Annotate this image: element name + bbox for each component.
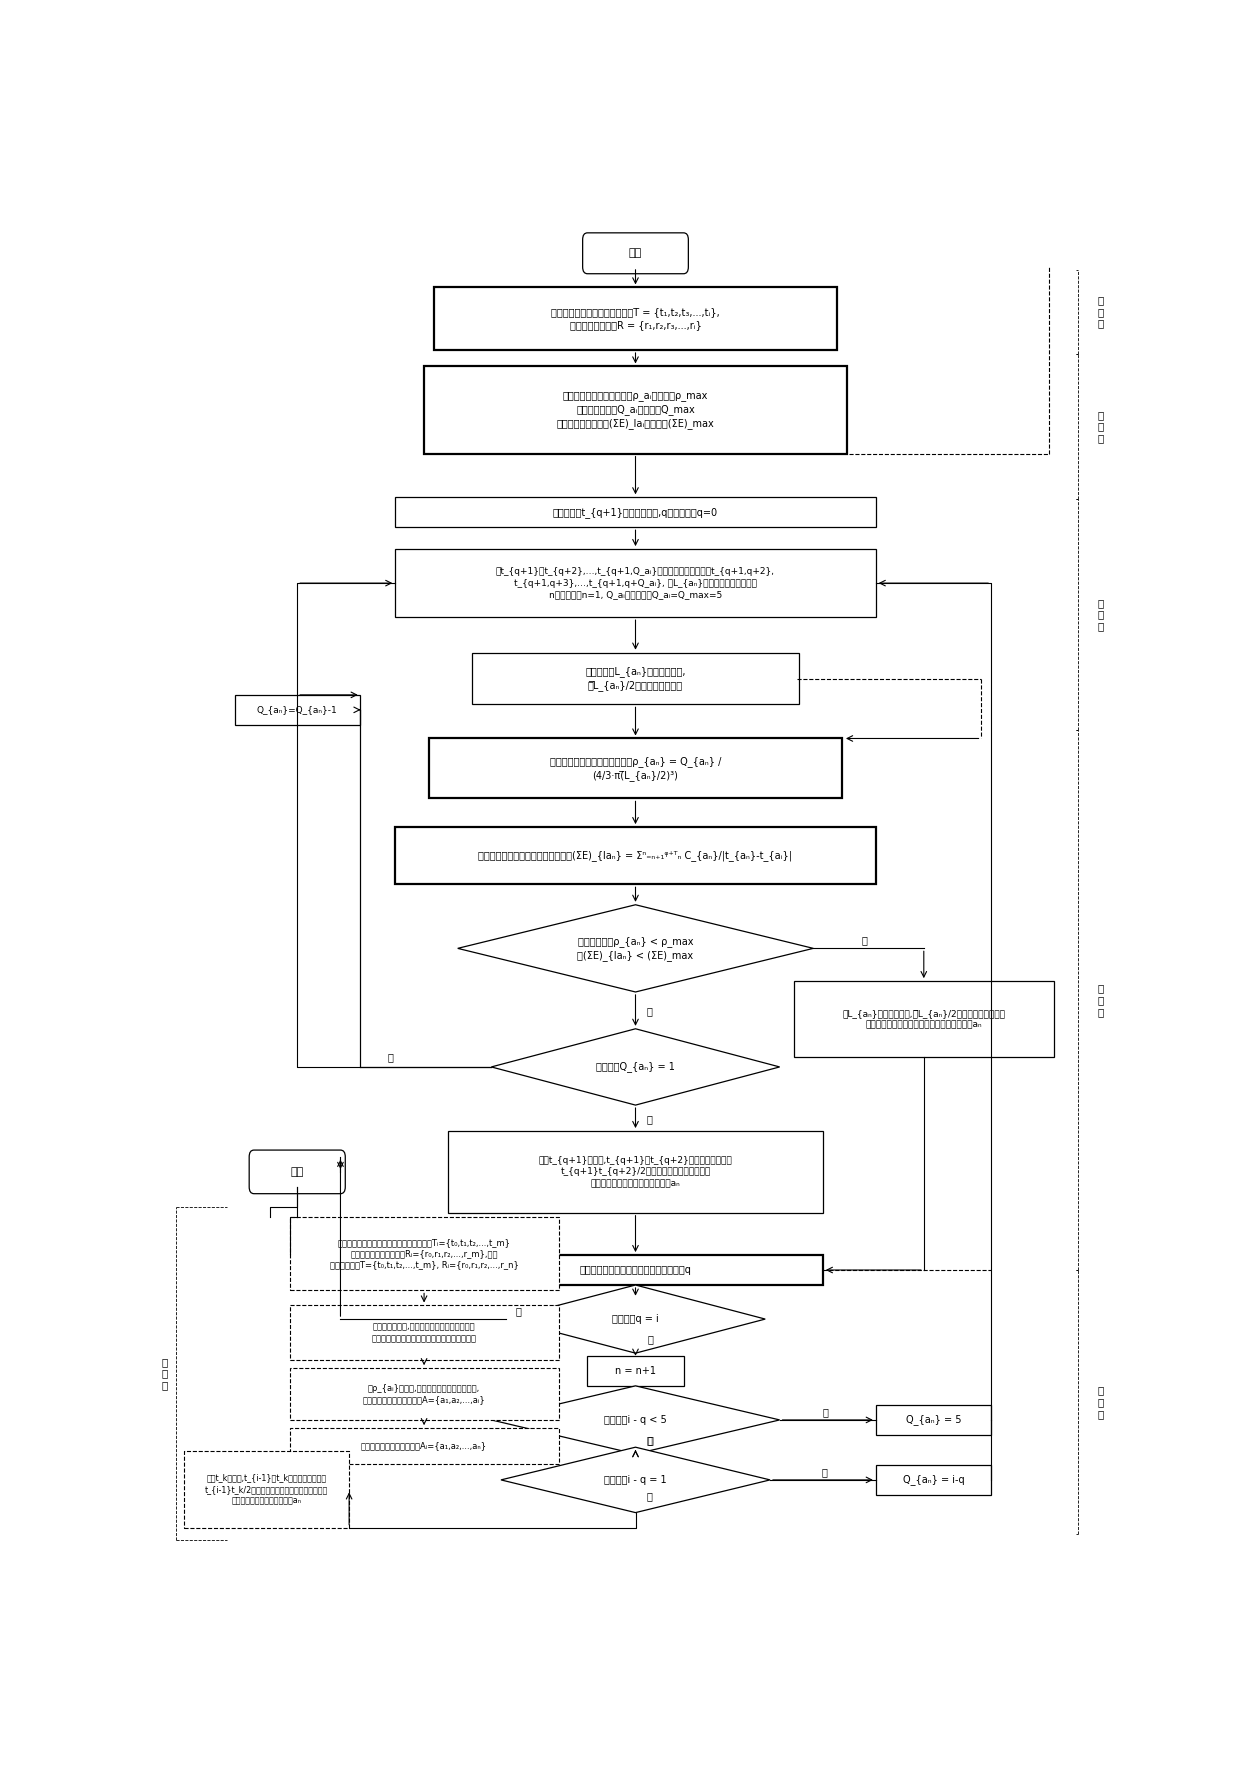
- Bar: [448, 1131, 823, 1212]
- Text: 输入正畸弓丝曲线弯制点信息集T = {t₁,t₂,t₃,...,tᵢ},
机器人运动信息集R = {r₁,r₂,r₃,...,rᵢ}: 输入正畸弓丝曲线弯制点信息集T = {t₁,t₂,t₃,...,tᵢ}, 机器人…: [551, 308, 720, 331]
- Text: 是: 是: [647, 1492, 652, 1501]
- Text: 否: 否: [822, 1467, 828, 1476]
- Text: 是: 是: [516, 1306, 521, 1315]
- Text: 分别得到排除正畸弓丝曲线弯制点坐标矩阵Tᵢ={t₀,t₁,t₂,...,t_m}
和机器人运动降序信息集Rᵢ={r₀,r₁,r₂,...,r_m},输出
最终弯: 分别得到排除正畸弓丝曲线弯制点坐标矩阵Tᵢ={t₀,t₁,t₂,...,t_m}…: [330, 1237, 518, 1269]
- Bar: [875, 1466, 991, 1496]
- Text: 步
骤
六: 步 骤 六: [161, 1358, 167, 1389]
- Bar: [184, 1451, 350, 1528]
- Bar: [396, 497, 875, 527]
- Bar: [290, 1216, 559, 1290]
- Text: 步
骤
四: 步 骤 四: [1097, 984, 1104, 1016]
- Polygon shape: [506, 1285, 765, 1352]
- Bar: [290, 1428, 559, 1464]
- Polygon shape: [491, 1386, 780, 1453]
- Text: 判断是否q = i: 判断是否q = i: [613, 1313, 658, 1324]
- Polygon shape: [458, 904, 813, 991]
- Text: Q_{aₙ} = i-q: Q_{aₙ} = i-q: [903, 1474, 965, 1485]
- Bar: [472, 653, 799, 704]
- Text: 步
骤
二: 步 骤 二: [1097, 411, 1104, 442]
- Text: 将以t_k为球心,t_{i-1}与t_k之间直线距离一半
t_{i-1}t_k/2为半径生成的包含正畸弓丝曲线段的
划分球域定义为合理弯制球域aₙ: 将以t_k为球心,t_{i-1}与t_k之间直线距离一半 t_{i-1}t_k/…: [205, 1473, 329, 1506]
- Bar: [290, 1368, 559, 1420]
- FancyBboxPatch shape: [583, 234, 688, 274]
- FancyBboxPatch shape: [249, 1150, 345, 1193]
- Text: 否: 否: [388, 1053, 393, 1062]
- Text: 计算划分球域的球域弯制点密度ρ_{aₙ} = Q_{aₙ} /
(4/3·π(̅L_{aₙ}/2)³): 计算划分球域的球域弯制点密度ρ_{aₙ} = Q_{aₙ} / (4/3·π(̅…: [549, 756, 722, 781]
- Text: 步
骤
一: 步 骤 一: [1097, 296, 1104, 329]
- Text: 是: 是: [862, 935, 867, 945]
- Text: 步
骤
三: 步 骤 三: [1097, 598, 1104, 632]
- Bar: [434, 287, 837, 350]
- Bar: [290, 1306, 559, 1359]
- Text: 生成以线段L_{aₙ}的中点为球心,
以̅L_{aₙ}/2为半径的划分球域: 生成以线段L_{aₙ}的中点为球心, 以̅L_{aₙ}/2为半径的划分球域: [585, 666, 686, 690]
- Text: 计算划分球域的球域弯制点角距比和(ΣE)_{laₙ} = Σⁿ₌ₙ₊₁ᵠ⁺ᵀₙ C_{aₙ}/|t_{aₙ}-t_{aᵢ}|: 计算划分球域的球域弯制点角距比和(ΣE)_{laₙ} = Σⁿ₌ₙ₊₁ᵠ⁺ᵀₙ …: [479, 850, 792, 862]
- Text: 设定球域的球域弯制点密度ρ_aᵢ的上限值ρ_max
球域弯制点个数Q_aᵢ的上限值Q_max
球域弯制点角距比和(ΣE)_laᵢ的上限值(ΣE)_max: 设定球域的球域弯制点密度ρ_aᵢ的上限值ρ_max 球域弯制点个数Q_aᵢ的上限…: [557, 391, 714, 428]
- Bar: [234, 696, 360, 726]
- Text: 开始: 开始: [629, 248, 642, 258]
- Text: 计算已被合理弯制球域划分的弯制点个数q: 计算已被合理弯制球域划分的弯制点个数q: [579, 1266, 692, 1274]
- Text: 判断是否Q_{aₙ} = 1: 判断是否Q_{aₙ} = 1: [596, 1062, 675, 1073]
- Text: 以ρ_{aᵢ}为指标,将个合理弯制圆域降序排列,
得到弯序弯制圆域信息集合A={a₁,a₂,...,aᵢ}: 以ρ_{aᵢ}为指标,将个合理弯制圆域降序排列, 得到弯序弯制圆域信息集合A={…: [363, 1384, 485, 1404]
- Text: 判断是否i - q = 1: 判断是否i - q = 1: [604, 1474, 667, 1485]
- Text: 以L_{aₙ}的中点为球心,以̅L_{aₙ}/2为半径生成的包含正
畸弓丝曲线段的划分球域定义为合理弯制球域aₙ: 以L_{aₙ}的中点为球心,以̅L_{aₙ}/2为半径生成的包含正 畸弓丝曲线段…: [842, 1009, 1006, 1030]
- Text: 否: 否: [823, 1407, 828, 1416]
- Text: 否: 否: [647, 1005, 652, 1016]
- Bar: [588, 1356, 683, 1386]
- Bar: [875, 1405, 991, 1435]
- Text: 判断是否存在ρ_{aₙ} < ρ_max
且(ΣE)_{laₙ} < (ΣE)_max: 判断是否存在ρ_{aₙ} < ρ_max 且(ΣE)_{laₙ} < (ΣE)_…: [578, 936, 693, 961]
- Bar: [424, 366, 847, 453]
- Bar: [396, 827, 875, 885]
- Text: 是: 是: [649, 1435, 653, 1446]
- Text: 否: 否: [649, 1335, 653, 1345]
- Text: n = n+1: n = n+1: [615, 1366, 656, 1375]
- Bar: [448, 1255, 823, 1285]
- Polygon shape: [491, 1028, 780, 1104]
- Text: Q_{aₙ} = 5: Q_{aₙ} = 5: [905, 1414, 961, 1425]
- Text: 在任何一球域内,规定将降序弯制点角距比所对
应弯制点的顺序定义为该圆域弯制点的弯制顺序: 在任何一球域内,规定将降序弯制点角距比所对 应弯制点的顺序定义为该圆域弯制点的弯…: [372, 1322, 476, 1343]
- Bar: [794, 981, 1054, 1057]
- Text: 输出合理弯制球域信息集合Aᵢ={a₁,a₂,...,aₙ}: 输出合理弯制球域信息集合Aᵢ={a₁,a₂,...,aₙ}: [361, 1441, 487, 1450]
- Text: 判断是否i - q < 5: 判断是否i - q < 5: [604, 1414, 667, 1425]
- Bar: [429, 738, 842, 798]
- Text: Q_{aₙ}=Q_{aₙ}-1: Q_{aₙ}=Q_{aₙ}-1: [257, 706, 337, 715]
- Text: 步
骤
五: 步 骤 五: [1097, 1386, 1104, 1420]
- Polygon shape: [501, 1448, 770, 1513]
- Text: 划分球域以t_{q+1}为起始点进行,q的初始值为q=0: 划分球域以t_{q+1}为起始点进行,q的初始值为q=0: [553, 506, 718, 517]
- Text: 将以t_{q+1}为圆心,t_{q+1}与t_{q+2}之间直线距离一半
t_{q+1}t_{q+2}/2为半径生成的包含正畸弓丝
曲线段的球域定义为合理弯制球: 将以t_{q+1}为圆心,t_{q+1}与t_{q+2}之间直线距离一半 t_{…: [538, 1156, 733, 1188]
- Bar: [396, 549, 875, 618]
- Text: 是: 是: [647, 1435, 652, 1446]
- Text: 结束: 结束: [290, 1166, 304, 1177]
- Text: 取t_{q+1}与t_{q+2},…,t_{q+1,Q_aᵢ}之间的直线段分别记为t_{q+1,q+2},
t_{q+1,q+3},…,t_{q+1,q+Q_a: 取t_{q+1}与t_{q+2},…,t_{q+1,Q_aᵢ}之间的直线段分别记…: [496, 566, 775, 598]
- Text: 是: 是: [647, 1113, 652, 1124]
